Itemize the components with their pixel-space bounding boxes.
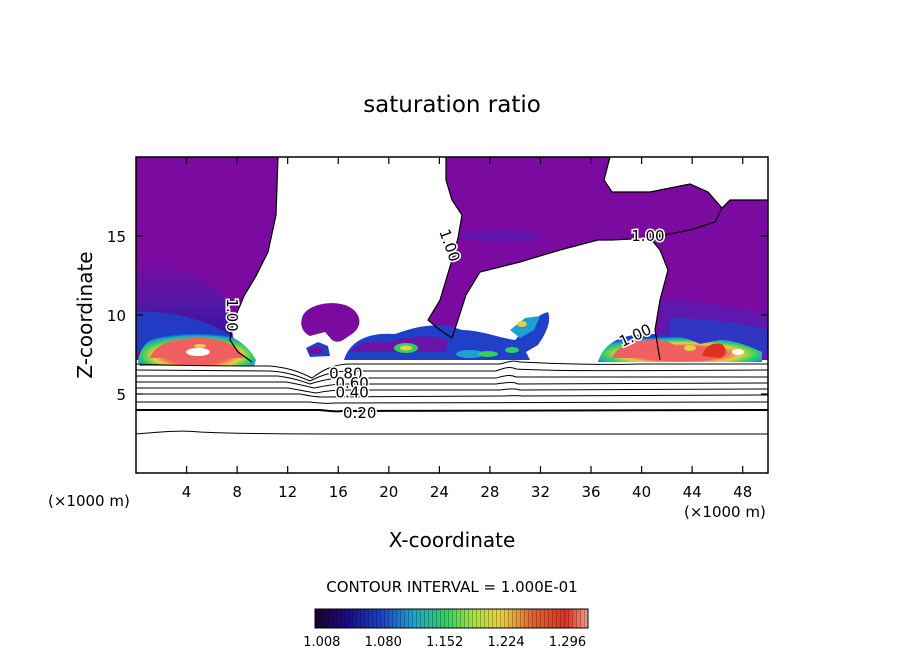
contour-1.00-upper-left [229, 157, 279, 363]
y-tick-label: 5 [116, 386, 126, 404]
contour-0.70 [136, 374, 768, 385]
y-tick-label: 10 [107, 307, 126, 325]
y-axis-label: Z-coordinate [73, 251, 97, 378]
contour-label: 0.80 [329, 364, 362, 382]
colorbar-tick-label: 1.080 [365, 635, 402, 650]
region-small-blob [301, 303, 360, 342]
x-tick-label: 8 [232, 483, 242, 501]
contour-1.00-middle-loop [451, 157, 723, 339]
x-axis-ticks: 4 8 12 16 20 24 28 32 36 40 44 48 [182, 157, 752, 501]
contour-label: 0.40 [335, 383, 368, 401]
contour-interval-label: CONTOUR INTERVAL = 1.000E-01 [326, 578, 577, 596]
colorbar-tick-label: 1.008 [303, 635, 340, 650]
x-unit-right: (×1000 m) [684, 503, 766, 521]
contour-1.00-upper-middle [427, 157, 463, 339]
x-tick-label: 40 [632, 483, 651, 501]
contour-label: 1.00 [631, 227, 664, 245]
contour-label: 0.60 [335, 374, 368, 392]
region-upper-middle-haze [460, 230, 540, 242]
x-tick-label: 36 [581, 483, 600, 501]
colorbar-tick-label: 1.224 [487, 635, 524, 650]
x-tick-label: 48 [733, 483, 752, 501]
left-peak-core [150, 338, 244, 358]
right-peak-core-2 [702, 343, 726, 358]
colorbar-tick-labels: 1.008 1.080 1.152 1.224 1.296 [303, 635, 586, 650]
saturation-field [136, 157, 768, 366]
contour-label: 1.00 [223, 298, 241, 331]
x-tick-label: 28 [480, 483, 499, 501]
x-tick-label: 12 [278, 483, 297, 501]
contour-0.60 [136, 381, 768, 389]
middle-yellow-cell [400, 345, 412, 351]
region-upper-middle [428, 157, 722, 338]
chart-title: saturation ratio [363, 92, 541, 118]
contour-lines [136, 157, 768, 435]
contour-0.40 [136, 393, 768, 398]
contour-1.00-right-lower [649, 237, 669, 361]
colorbar-frame [314, 608, 589, 629]
left-peak-white-spot [186, 348, 210, 356]
x-tick-label: 16 [329, 483, 348, 501]
contour-0.30 [136, 401, 768, 404]
contour-0.50 [136, 387, 768, 394]
x-tick-label: 44 [683, 483, 702, 501]
y-axis-ticks: 5 10 15 [107, 228, 768, 404]
x-unit-left: (×1000 m) [48, 492, 130, 510]
contour-0.10 [136, 430, 768, 435]
colorbar: 1.008 1.080 1.152 1.224 1.296 [303, 608, 589, 650]
x-axis-label: X-coordinate [389, 528, 516, 552]
left-peak-yellow-spot [194, 344, 206, 348]
contour-1.00-right [721, 199, 768, 209]
colorbar-stripes [315, 609, 588, 628]
y-tick-label: 15 [107, 228, 126, 246]
colorbar-tick-label: 1.152 [426, 635, 463, 650]
x-tick-label: 24 [430, 483, 449, 501]
x-tick-label: 4 [182, 483, 192, 501]
x-tick-label: 32 [531, 483, 550, 501]
right-peak-core [612, 340, 686, 358]
colorbar-tick-label: 1.296 [549, 635, 586, 650]
contour-0.80 [136, 367, 768, 382]
contour-0.20 [136, 409, 768, 413]
contour-0.90 [136, 360, 768, 379]
x-tick-label: 20 [379, 483, 398, 501]
contour-label: 0.20 [343, 404, 376, 422]
